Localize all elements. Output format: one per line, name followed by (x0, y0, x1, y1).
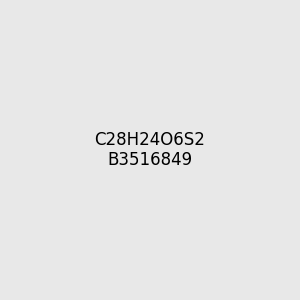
Text: C28H24O6S2
B3516849: C28H24O6S2 B3516849 (94, 130, 206, 170)
